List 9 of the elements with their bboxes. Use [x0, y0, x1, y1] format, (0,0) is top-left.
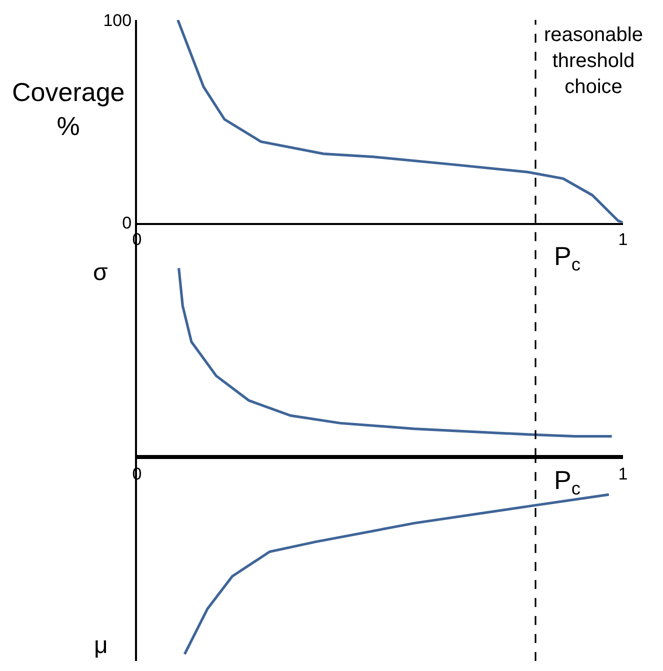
- x-tick-label: 1: [618, 464, 628, 484]
- x-tick-label: 1: [618, 230, 628, 250]
- y-axis-title: Coverage %: [12, 77, 125, 141]
- y-axis-title: μ: [94, 632, 108, 659]
- y-axis-title: σ: [93, 259, 108, 286]
- annotation: reasonable threshold choice: [544, 24, 643, 98]
- ref-line-label: P$_{c}$: [554, 465, 580, 498]
- y-tick-label: 100: [103, 10, 132, 30]
- ref-line-label: P$_{c}$: [554, 241, 580, 274]
